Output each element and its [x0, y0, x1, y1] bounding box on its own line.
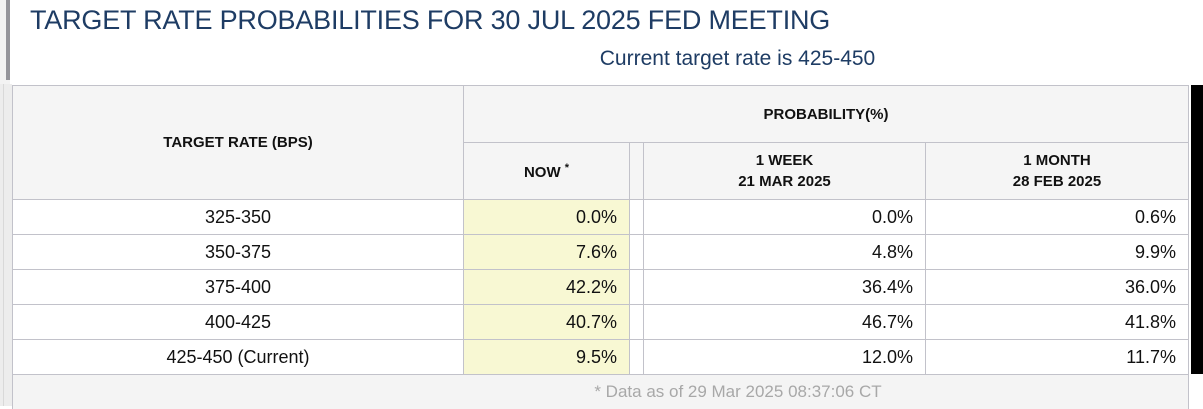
month-probability-cell: 0.6%	[925, 199, 1189, 235]
page-title: TARGET RATE PROBABILITIES FOR 30 JUL 202…	[30, 5, 831, 35]
left-scrollbar-track	[0, 0, 10, 84]
month-probability-cell: 9.9%	[925, 234, 1189, 270]
now-probability-cell: 9.5%	[463, 339, 630, 375]
left-scrollbar-thumb[interactable]	[6, 0, 10, 80]
week-label: 1 WEEK	[755, 152, 814, 169]
spacer-cell	[629, 234, 644, 270]
col-header-spacer	[629, 142, 644, 200]
month-probability-cell: 11.7%	[925, 339, 1189, 375]
vertical-scrollbar[interactable]	[1191, 85, 1203, 374]
spacer-cell	[629, 304, 644, 340]
table-row: 400-425 40.7% 46.7% 41.8%	[12, 304, 1189, 340]
table-row: 375-400 42.2% 36.4% 36.0%	[12, 269, 1189, 305]
now-label: NOW	[523, 163, 561, 181]
col-header-target-rate: TARGET RATE (BPS)	[12, 85, 464, 200]
spacer-cell	[629, 339, 644, 375]
now-probability-cell: 7.6%	[463, 234, 630, 270]
spacer-cell	[629, 269, 644, 305]
spacer-cell	[629, 199, 644, 235]
col-header-1-month: 1 MONTH 28 FEB 2025	[925, 142, 1189, 200]
now-probability-cell: 42.2%	[463, 269, 630, 305]
now-probability-cell: 40.7%	[463, 304, 630, 340]
current-target-rate-subtitle: Current target rate is 425-450	[599, 47, 876, 70]
month-date: 28 FEB 2025	[1012, 173, 1102, 190]
week-probability-cell: 36.4%	[643, 269, 926, 305]
col-header-now: NOW *	[463, 142, 630, 200]
target-rate-cell: 400-425	[12, 304, 464, 340]
target-rate-cell: 375-400	[12, 269, 464, 305]
table-row: 325-350 0.0% 0.0% 0.6%	[12, 199, 1189, 235]
week-probability-cell: 4.8%	[643, 234, 926, 270]
table-row: 425-450 (Current) 9.5% 12.0% 11.7%	[12, 339, 1189, 375]
month-label: 1 MONTH	[1023, 152, 1091, 169]
month-probability-cell: 36.0%	[925, 269, 1189, 305]
now-probability-cell: 0.0%	[463, 199, 630, 235]
week-probability-cell: 0.0%	[643, 199, 926, 235]
week-date: 21 MAR 2025	[738, 173, 831, 190]
left-gutter-divider	[3, 84, 4, 406]
target-rate-cell: 425-450 (Current)	[12, 339, 464, 375]
target-rate-cell: 325-350	[12, 199, 464, 235]
probabilities-table: TARGET RATE (BPS) PROBABILITY(%) NOW * 1…	[12, 85, 1189, 409]
month-probability-cell: 41.8%	[925, 304, 1189, 340]
now-footnote-marker: *	[564, 161, 570, 174]
week-probability-cell: 46.7%	[643, 304, 926, 340]
target-rate-cell: 350-375	[12, 234, 464, 270]
col-header-1-week: 1 WEEK 21 MAR 2025	[643, 142, 926, 200]
week-probability-cell: 12.0%	[643, 339, 926, 375]
left-gutter	[0, 84, 12, 406]
col-header-probability: PROBABILITY(%)	[463, 85, 1189, 143]
data-as-of-footnote: * Data as of 29 Mar 2025 08:37:06 CT	[12, 374, 1189, 409]
table-row: 350-375 7.6% 4.8% 9.9%	[12, 234, 1189, 270]
